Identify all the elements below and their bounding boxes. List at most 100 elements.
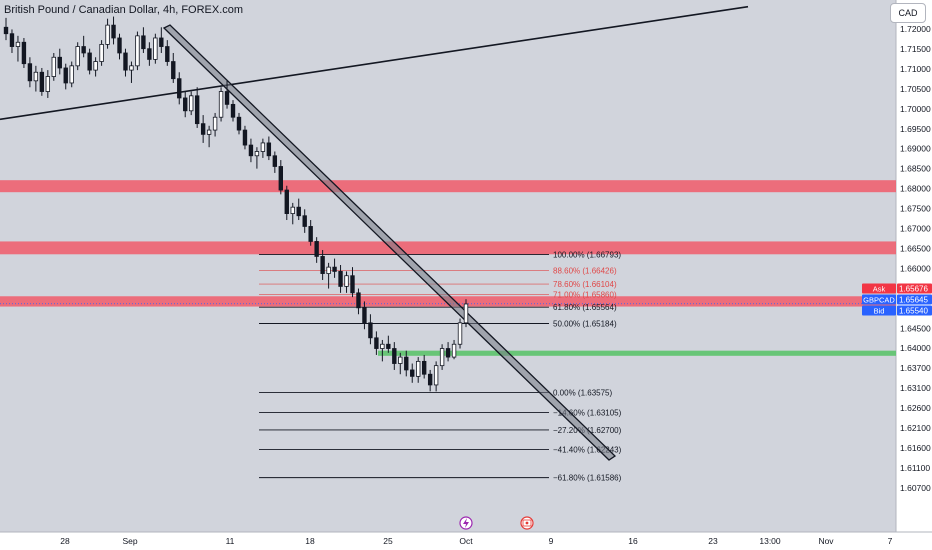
candle bbox=[284, 185, 289, 221]
candle bbox=[392, 342, 397, 370]
candle-body bbox=[284, 189, 289, 215]
candle bbox=[45, 70, 51, 98]
candle-body bbox=[183, 97, 188, 112]
candle-body bbox=[260, 142, 266, 152]
candle bbox=[386, 335, 391, 353]
lightning-icon[interactable] bbox=[459, 516, 473, 530]
candle-body bbox=[236, 116, 242, 131]
candle bbox=[212, 112, 218, 137]
candle-body bbox=[278, 166, 283, 191]
price-axis bbox=[896, 0, 932, 550]
bid-badge-label: Bid bbox=[874, 307, 885, 316]
candle bbox=[314, 237, 319, 263]
candle bbox=[427, 369, 433, 392]
chart-title: British Pound / Canadian Dollar, 4h, FOR… bbox=[4, 4, 244, 16]
fib-level-label: −14.60% (1.63105) bbox=[553, 409, 622, 418]
fib-level-label: 100.00% (1.66793) bbox=[553, 251, 621, 260]
x-tick-label: 23 bbox=[708, 536, 718, 546]
candle-body bbox=[69, 65, 74, 84]
candle bbox=[129, 61, 134, 83]
candle-body bbox=[45, 76, 51, 92]
candle bbox=[9, 29, 15, 53]
candle-body bbox=[380, 343, 385, 349]
fib-level-label: 61.80% (1.65564) bbox=[553, 303, 617, 312]
candle-body bbox=[129, 65, 134, 71]
candle-body bbox=[338, 271, 343, 287]
candle-body bbox=[451, 343, 457, 358]
candle bbox=[171, 52, 176, 83]
candle-body bbox=[344, 275, 349, 287]
fib-level-label: −41.40% (1.62243) bbox=[553, 445, 622, 454]
candle bbox=[111, 16, 116, 45]
candle bbox=[463, 299, 469, 328]
candle-body bbox=[189, 95, 194, 112]
candle bbox=[254, 147, 260, 169]
y-tick-label: 1.67000 bbox=[900, 224, 931, 234]
plot-background bbox=[0, 0, 896, 532]
candle-body bbox=[439, 348, 445, 367]
candle bbox=[457, 318, 463, 349]
canada-flag-icon[interactable] bbox=[520, 516, 534, 530]
candle bbox=[242, 125, 248, 150]
resistance-zone-1 bbox=[0, 180, 896, 193]
candle-body bbox=[362, 307, 367, 324]
candle bbox=[416, 357, 421, 383]
candle-body bbox=[194, 95, 200, 125]
y-tick-label: 1.71500 bbox=[900, 44, 931, 54]
candle-body bbox=[159, 37, 164, 47]
symbol-badge-label-box bbox=[862, 294, 896, 305]
candle bbox=[320, 250, 325, 280]
fibonacci-retracement: 100.00% (1.66793) 88.60% (1.66426) 78.60% … bbox=[259, 251, 622, 483]
x-tick-label: Nov bbox=[818, 536, 834, 546]
candle-body bbox=[147, 48, 152, 60]
candle bbox=[236, 112, 242, 135]
candle bbox=[362, 301, 367, 330]
candle bbox=[350, 267, 355, 298]
candle bbox=[123, 48, 128, 77]
y-tick-label: 1.61600 bbox=[900, 443, 931, 453]
candle-body bbox=[81, 46, 86, 54]
candle-body bbox=[248, 144, 254, 157]
candle bbox=[344, 271, 349, 293]
candle-body bbox=[111, 24, 116, 39]
ascending-trendline bbox=[0, 5, 749, 121]
y-tick-label: 1.70500 bbox=[900, 84, 931, 94]
candle-body bbox=[368, 322, 373, 339]
candle-body bbox=[314, 241, 319, 257]
candle bbox=[194, 87, 200, 128]
candle-body bbox=[296, 206, 301, 217]
candle-body bbox=[33, 71, 39, 82]
flag-icon-leaf bbox=[525, 521, 529, 525]
candle bbox=[75, 42, 80, 71]
candle bbox=[206, 125, 212, 148]
candle-body bbox=[135, 35, 140, 67]
candle-body bbox=[332, 266, 337, 272]
y-tick-label: 1.72000 bbox=[900, 24, 931, 34]
currency-button[interactable]: CAD bbox=[890, 3, 926, 23]
candle bbox=[165, 40, 170, 66]
candle bbox=[57, 48, 62, 75]
descending-trend-channel bbox=[162, 24, 617, 461]
candle bbox=[260, 138, 266, 158]
y-tick-label: 1.69000 bbox=[900, 144, 931, 154]
bid-badge: Bid 1.65540 bbox=[862, 305, 932, 316]
bid-badge-value: 1.65540 bbox=[899, 307, 928, 316]
lightning-icon-bolt bbox=[463, 518, 469, 528]
candle bbox=[374, 331, 379, 355]
fib-level-label: 0.00% (1.63575) bbox=[553, 388, 612, 397]
candle bbox=[296, 198, 301, 221]
y-tick-label: 1.70000 bbox=[900, 104, 931, 114]
x-axis-ticks: 28 Sep 11 18 25 Oct 9 16 23 13:00 Nov 7 bbox=[60, 536, 892, 546]
candle-body bbox=[212, 116, 218, 131]
candle-body bbox=[308, 226, 313, 242]
ask-badge-value-box bbox=[897, 283, 932, 294]
bid-badge-label-box bbox=[862, 305, 896, 316]
ask-badge-value: 1.65676 bbox=[899, 285, 928, 294]
candle-body bbox=[416, 360, 421, 377]
candle bbox=[278, 160, 283, 195]
candle-body bbox=[254, 151, 260, 157]
candle-body bbox=[242, 129, 248, 146]
x-tick-label: 11 bbox=[226, 536, 235, 546]
